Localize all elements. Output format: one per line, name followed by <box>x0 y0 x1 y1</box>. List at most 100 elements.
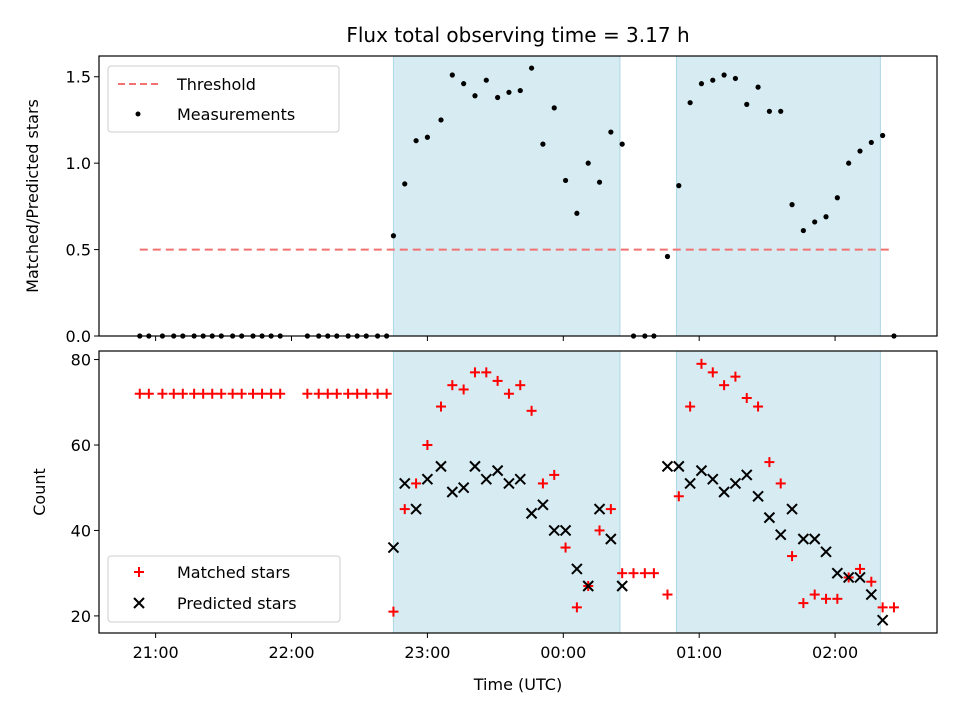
predicted-stars-point-29 <box>741 469 753 481</box>
matched-stars-point-64 <box>832 593 843 604</box>
measurements-point-30 <box>449 72 455 78</box>
predicted-stars-point-18 <box>582 580 594 592</box>
measurements-point-39 <box>551 105 557 111</box>
measurements-point-63 <box>823 214 829 220</box>
matched-stars-point-38 <box>537 478 548 489</box>
matched-stars-point-40 <box>560 542 571 553</box>
predicted-legend-marker <box>133 597 145 609</box>
matched-stars-point-54 <box>719 380 730 391</box>
matched-stars-point-6 <box>189 388 200 399</box>
observing-window-1 <box>392 55 621 337</box>
matched-stars-point-52 <box>696 358 707 369</box>
predicted-stars-point-32 <box>775 529 787 541</box>
matched-stars-point-63 <box>821 593 832 604</box>
measurements-point-49 <box>664 253 671 260</box>
matched-stars-point-46 <box>628 568 639 579</box>
predicted-stars-point-31 <box>763 511 776 524</box>
x-tick-label: 01:00 <box>676 643 722 662</box>
matched-stars-point-44 <box>605 504 616 515</box>
observing-window-2 <box>676 350 881 634</box>
x-tick-label: 21:00 <box>133 643 179 662</box>
matched-stars-point-14 <box>266 388 277 399</box>
matched-legend-swatch <box>134 567 144 577</box>
matched-stars-point-37 <box>526 405 537 416</box>
matched-stars-point-17 <box>313 388 324 399</box>
measurements-point-58 <box>766 108 773 114</box>
predicted-stars-point-23 <box>673 460 685 473</box>
predicted-stars-point-22 <box>661 460 674 473</box>
measurements-legend-swatch <box>135 111 141 117</box>
top-y-axis-label: Matched/Predicted stars <box>23 99 42 293</box>
predicted-stars-point-3 <box>410 503 422 515</box>
threshold-legend-label: Threshold <box>176 75 256 94</box>
predicted-stars-point-39 <box>854 571 866 584</box>
matched-stars-point-47 <box>639 568 650 579</box>
measurements-point-33 <box>483 77 489 83</box>
matched-stars-point-16 <box>302 388 313 399</box>
bottom-plot-frame <box>98 350 938 634</box>
measurements-legend-label: Measurements <box>177 105 295 124</box>
predicted-stars-point-20 <box>605 533 617 545</box>
predicted-stars-point-4 <box>421 473 434 485</box>
matched-legend-marker <box>134 567 144 577</box>
measurements-point-65 <box>846 160 852 166</box>
matched-stars-point-22 <box>361 388 372 399</box>
matched-stars-point-24 <box>381 388 392 399</box>
measurements-point-60 <box>789 202 795 208</box>
matched-stars-point-11 <box>236 388 247 399</box>
matched-stars-point-43 <box>594 525 605 536</box>
measurements-point-29 <box>438 117 444 123</box>
matched-stars-point-39 <box>549 469 560 480</box>
measurements-point-37 <box>528 65 535 71</box>
chart-title: Flux total observing time = 3.17 h <box>346 23 689 47</box>
matched-stars-point-2 <box>143 388 154 399</box>
predicted-stars-point-24 <box>684 477 696 490</box>
matched-stars-point-23 <box>372 388 383 399</box>
top-legend: Threshold Measurements <box>107 65 340 133</box>
y-tick-label: 80 <box>71 351 91 370</box>
predicted-stars-point-17 <box>571 563 583 575</box>
measurements-point-56 <box>744 101 750 107</box>
measurements-point-38 <box>540 141 546 147</box>
matched-stars-point-31 <box>458 384 469 395</box>
matched-stars-point-35 <box>503 388 514 399</box>
measurements-point-66 <box>857 148 863 154</box>
matched-stars-point-7 <box>198 388 209 399</box>
predicted-stars-point-30 <box>752 490 764 502</box>
measurements-point-52 <box>698 81 705 87</box>
measurements-point-31 <box>461 81 467 87</box>
measurements-point-40 <box>562 177 569 184</box>
matched-stars-point-51 <box>685 401 696 412</box>
top-plot-frame <box>98 55 938 337</box>
predicted-stars-point-13 <box>525 507 538 520</box>
measurements-point-64 <box>834 195 840 201</box>
y-tick-label: 40 <box>71 521 91 540</box>
matched-stars-point-50 <box>673 491 684 502</box>
matched-stars-point-4 <box>168 388 179 399</box>
matched-stars-point-58 <box>764 457 775 468</box>
measurements-point-42 <box>585 160 591 166</box>
x-tick-label: 00:00 <box>540 643 586 662</box>
predicted-stars-point-16 <box>559 524 572 537</box>
bottom-y-axis-label: Count <box>30 468 49 516</box>
matched-stars-point-61 <box>798 598 809 609</box>
predicted-stars-point-41 <box>876 614 889 626</box>
measurements-point-32 <box>472 93 478 99</box>
predicted-stars-point-19 <box>593 503 606 515</box>
matched-stars-point-33 <box>481 367 492 378</box>
bottom-legend: Matched stars Predicted stars <box>107 555 341 623</box>
y-tick-label: 20 <box>71 607 91 626</box>
matched-stars-point-10 <box>227 388 238 399</box>
y-tick-label: 1.5 <box>66 68 91 87</box>
matched-stars-point-62 <box>809 589 820 600</box>
matched-stars-point-28 <box>422 440 433 450</box>
matched-stars-point-15 <box>275 388 286 399</box>
predicted-stars-point-25 <box>695 464 708 477</box>
matched-stars-point-3 <box>157 388 168 399</box>
predicted-stars-point-9 <box>480 473 492 485</box>
matched-stars-point-20 <box>343 388 354 399</box>
predicted-stars-point-6 <box>446 486 459 498</box>
matched-legend-label: Matched stars <box>177 563 290 582</box>
matched-stars-point-55 <box>730 371 741 382</box>
